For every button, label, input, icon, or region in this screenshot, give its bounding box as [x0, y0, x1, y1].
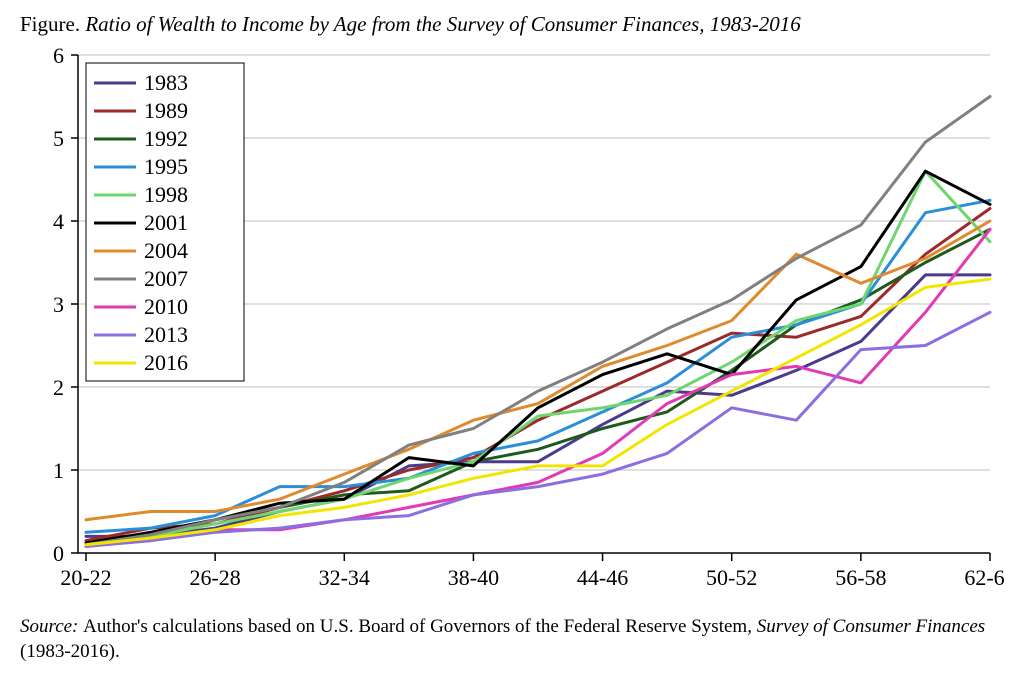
- legend-label-2007: 2007: [144, 266, 188, 291]
- source-italic: Survey of Consumer Finances: [757, 616, 985, 637]
- svg-text:56-58: 56-58: [835, 565, 886, 590]
- legend-label-2001: 2001: [144, 210, 188, 235]
- title-prefix: Figure.: [20, 12, 85, 36]
- chart-container: 0 1 2 3 4 5 6 20-22 26-28 32-34 38-40 44-46 50-52 56-…: [20, 45, 1004, 605]
- legend-label-1995: 1995: [144, 154, 188, 179]
- svg-text:5: 5: [53, 126, 64, 151]
- svg-text:2: 2: [53, 375, 64, 400]
- legend-label-1989: 1989: [144, 98, 188, 123]
- svg-text:44-46: 44-46: [577, 565, 628, 590]
- svg-text:38-40: 38-40: [448, 565, 499, 590]
- svg-text:62-64: 62-64: [964, 565, 1004, 590]
- legend-label-1998: 1998: [144, 182, 188, 207]
- figure-title: Figure. Ratio of Wealth to Income by Age…: [20, 12, 1004, 37]
- chart-svg: 0 1 2 3 4 5 6 20-22 26-28 32-34 38-40 44-46 50-52 56-…: [20, 45, 1004, 605]
- svg-text:0: 0: [53, 541, 64, 566]
- source-body1: Author's calculations based on U.S. Boar…: [83, 616, 757, 637]
- legend-label-1992: 1992: [144, 126, 188, 151]
- svg-text:20-22: 20-22: [60, 565, 111, 590]
- legend-label-2013: 2013: [144, 322, 188, 347]
- svg-text:6: 6: [53, 45, 64, 68]
- source-body2: (1983-2016).: [20, 641, 120, 662]
- legend-label-2016: 2016: [144, 350, 188, 375]
- svg-text:50-52: 50-52: [706, 565, 757, 590]
- svg-text:3: 3: [53, 292, 64, 317]
- svg-text:1: 1: [53, 458, 64, 483]
- figure-source: Source: Author's calculations based on U…: [20, 615, 1004, 664]
- legend-label-2004: 2004: [144, 238, 188, 263]
- legend-label-2010: 2010: [144, 294, 188, 319]
- svg-text:32-34: 32-34: [319, 565, 370, 590]
- svg-text:26-28: 26-28: [189, 565, 240, 590]
- title-italic: Ratio of Wealth to Income by Age from th…: [85, 12, 800, 36]
- svg-text:4: 4: [53, 209, 64, 234]
- source-prefix: Source:: [20, 616, 83, 637]
- legend-label-1983: 1983: [144, 70, 188, 95]
